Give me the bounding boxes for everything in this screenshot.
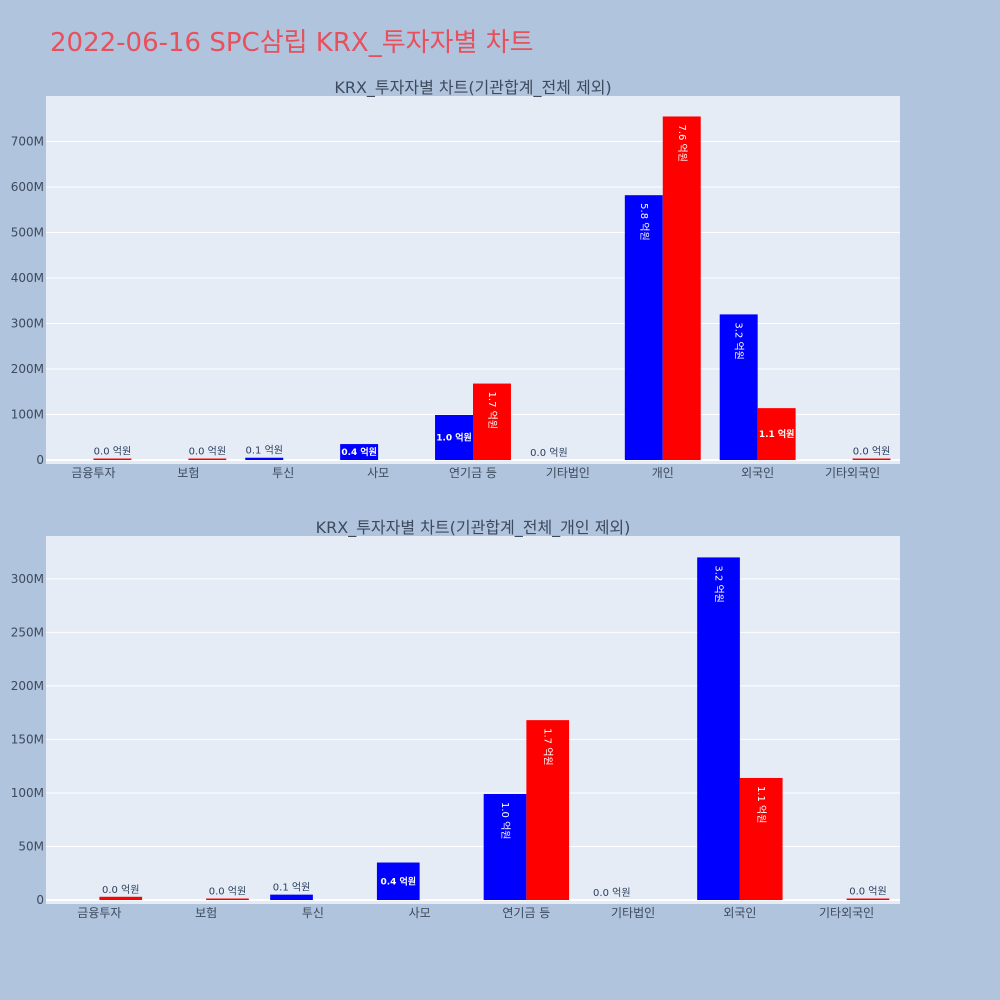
y-tick-label: 500M [11, 226, 44, 240]
x-tick-label: 기타외국인 [825, 466, 880, 480]
bar [624, 195, 663, 460]
bar [719, 314, 758, 460]
y-tick-label: 0 [36, 453, 44, 467]
y-tick-label: 150M [11, 732, 44, 746]
bar [340, 444, 379, 460]
x-tick-label: 기타법인 [611, 906, 655, 920]
chart-panel-2: 0 50M 100M 150M 200M 250M 300M KRX_투자자별 차트(기관합계… [11, 518, 900, 920]
data-label: 0.0 억원 [853, 446, 890, 458]
bar [270, 894, 313, 900]
data-label: 0.0 억원 [593, 887, 630, 899]
chart-panel-1: 0 100M 200M 300M 400M 500M 600M 700M KRX_투자자별 차트… [11, 78, 900, 480]
bar [99, 896, 143, 900]
bar [739, 777, 783, 900]
y-tick-label: 700M [11, 135, 44, 149]
x-tick-label: 사모 [367, 466, 389, 480]
bar [697, 557, 740, 900]
bar [473, 383, 511, 460]
page-title: 2022-06-16 SPC삼립 KRX_투자자별 차트 [50, 28, 534, 58]
bar [206, 898, 249, 900]
y-tick-label: 250M [11, 625, 44, 639]
data-label: 0.0 억원 [849, 886, 886, 898]
x-tick-label: 금융투자 [77, 906, 121, 920]
bar [846, 898, 890, 900]
data-label: 1.1 억원 [755, 786, 767, 823]
x-tick-label: 연기금 등 [502, 906, 550, 920]
data-label: 0.4 억원 [341, 446, 377, 458]
y-tick-label: 200M [11, 679, 44, 693]
chart-subtitle: KRX_투자자별 차트(기관합계_전체 제외) [334, 78, 611, 98]
bar [852, 458, 891, 460]
x-tick-label: 외국인 [741, 466, 774, 480]
data-label: 1.0 억원 [436, 431, 472, 443]
x-tick-label: 연기금 등 [449, 466, 497, 480]
bar [757, 408, 796, 460]
data-label: 0.4 억원 [380, 875, 416, 887]
bar [93, 458, 132, 460]
bar [245, 457, 284, 460]
data-label: 1.0 억원 [499, 802, 511, 839]
chart-subtitle: KRX_투자자별 차트(기관합계_전체_개인 제외) [316, 518, 631, 538]
x-tick-label: 투신 [272, 466, 294, 480]
y-tick-label: 300M [11, 572, 44, 586]
data-label: 3.2 억원 [713, 565, 725, 602]
data-label: 0.0 억원 [530, 447, 567, 459]
data-label: 5.8 억원 [638, 203, 650, 240]
data-label: 0.1 억원 [246, 445, 283, 457]
x-tick-label: 금융투자 [71, 466, 115, 480]
x-tick-label: 기타법인 [546, 466, 590, 480]
x-tick-label: 사모 [409, 906, 431, 920]
data-label: 1.7 억원 [542, 728, 554, 765]
y-tick-label: 300M [11, 317, 44, 331]
bar [662, 116, 701, 460]
data-label: 0.0 억원 [209, 886, 246, 898]
data-label: 1.7 억원 [486, 392, 498, 429]
x-tick-label: 투신 [302, 906, 324, 920]
x-tick-label: 보험 [177, 466, 199, 480]
y-tick-label: 100M [11, 786, 44, 800]
data-label: 7.6 억원 [676, 124, 688, 161]
x-tick-label: 개인 [652, 466, 674, 480]
y-tick-label: 400M [11, 271, 44, 285]
data-label: 3.2 억원 [733, 322, 745, 359]
data-label: 0.0 억원 [189, 446, 226, 458]
bar [188, 458, 227, 460]
bar [435, 414, 473, 460]
bar [376, 862, 420, 900]
x-tick-label: 보험 [195, 906, 217, 920]
data-label: 0.1 억원 [273, 882, 310, 894]
y-tick-label: 50M [18, 839, 44, 853]
x-tick-label: 외국인 [723, 906, 756, 920]
data-label: 1.1 억원 [759, 428, 795, 440]
y-tick-label: 100M [11, 408, 44, 422]
bar [526, 720, 570, 900]
x-tick-label: 기타외국인 [819, 906, 874, 920]
data-label: 0.0 억원 [94, 446, 131, 458]
y-tick-label: 0 [36, 893, 44, 907]
y-tick-label: 200M [11, 362, 44, 376]
data-label: 0.0 억원 [102, 884, 139, 896]
y-tick-label: 600M [11, 180, 44, 194]
bar [483, 794, 527, 900]
